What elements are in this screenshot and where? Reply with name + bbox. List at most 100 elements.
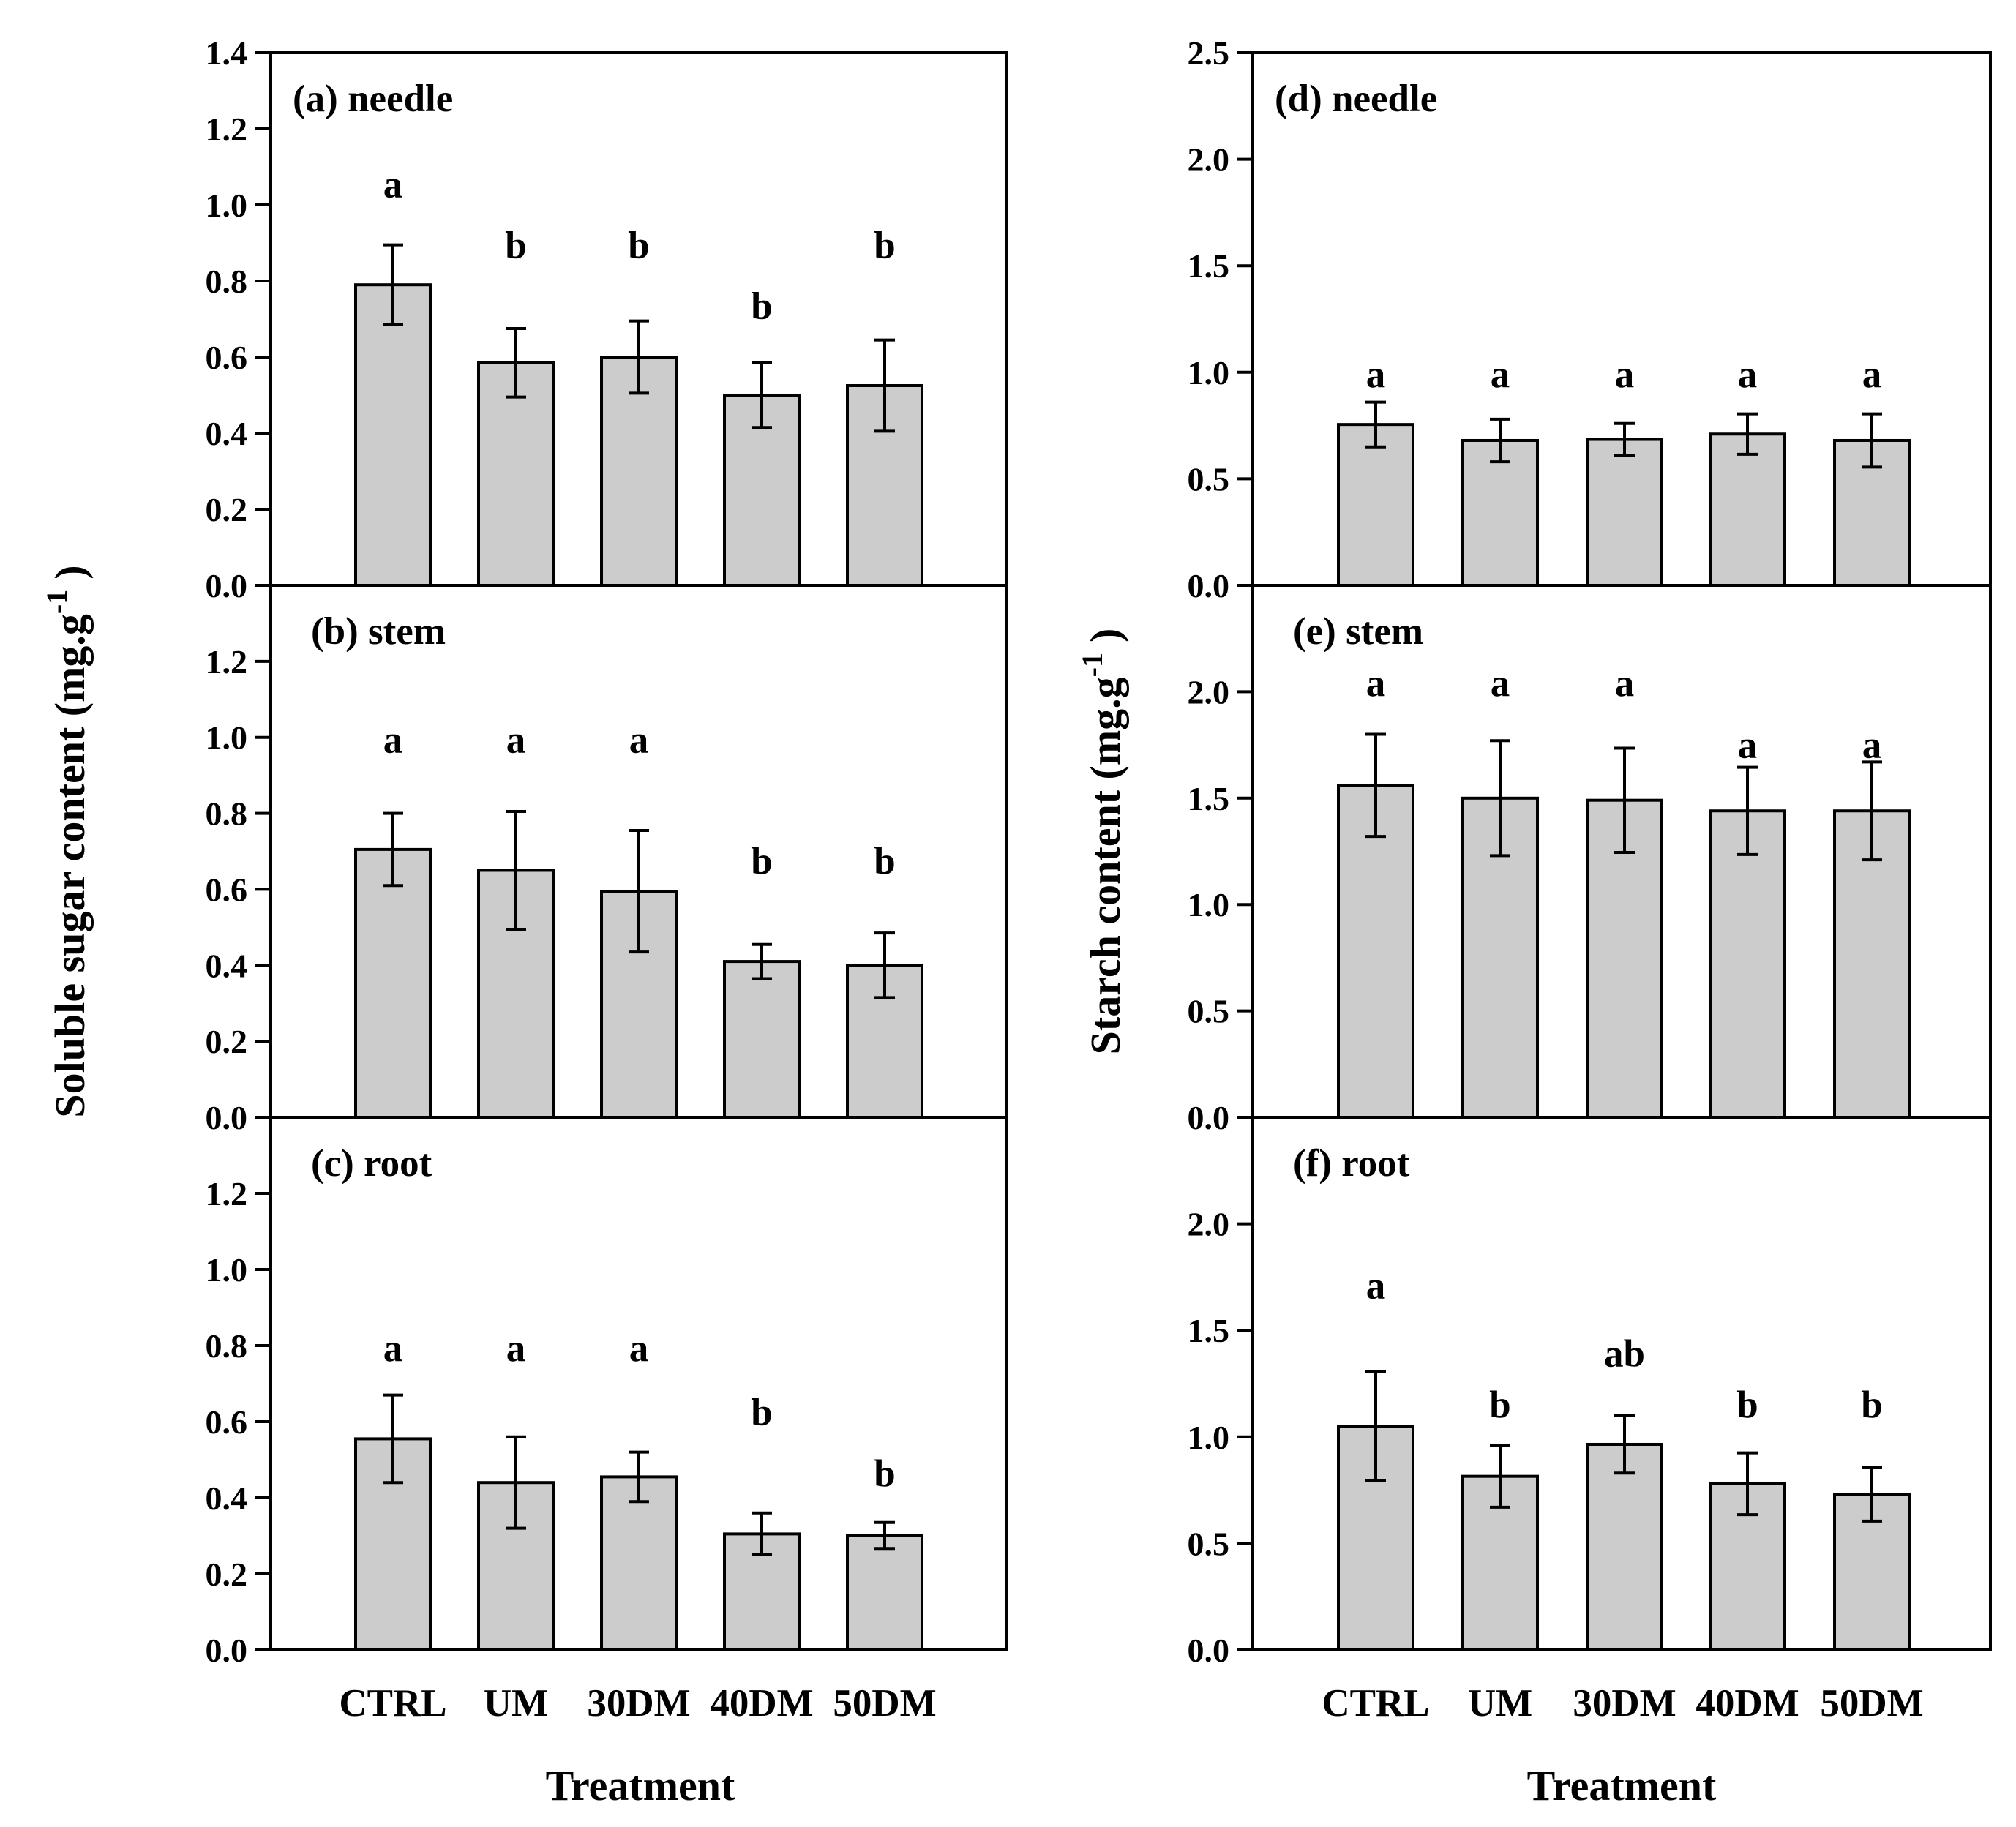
panel-a-label: (a) needle [293, 78, 453, 120]
y-axis-title-superscript: -1 [40, 590, 73, 614]
panel-c-ytick-label: 1.2 [206, 1175, 248, 1212]
panel-d-bar-30DM [1586, 438, 1663, 588]
category-label: 30DM [587, 1682, 690, 1725]
panel-f-ytick-label: 0.0 [1188, 1632, 1230, 1669]
panel-a-sig-letter: b [505, 225, 526, 267]
panel-c-ytick-label: 0.4 [206, 1479, 248, 1517]
panel-a-ytick-label: 0.6 [206, 339, 248, 376]
category-label: 30DM [1573, 1682, 1676, 1725]
y-axis-title-superscript: -1 [1076, 653, 1109, 677]
panel-b-ytick-label: 0.0 [206, 1099, 248, 1136]
panel-f-ytick-label: 2.0 [1188, 1206, 1230, 1243]
panel-d-ytick-label: 1.0 [1188, 354, 1230, 391]
panel-c-ytick-label: 0.8 [206, 1327, 248, 1365]
category-label: UM [484, 1682, 548, 1725]
panel-d-sig-letter: a [1738, 353, 1758, 396]
panel-d-sig-letter: a [1491, 353, 1510, 396]
panel-d-ytick-label: 0.0 [1188, 567, 1230, 604]
panel-b-sig-letter: a [506, 719, 526, 761]
x-axis-title: Treatment [546, 1762, 735, 1809]
x-axis-title: Treatment [1527, 1762, 1717, 1809]
panel-e-sig-letter: a [1862, 724, 1882, 767]
panel-f-sig-letter: ab [1604, 1333, 1645, 1376]
panel-f-sig-letter: b [1736, 1384, 1758, 1427]
category-label: 50DM [833, 1682, 936, 1725]
panel-a-sig-letter: b [874, 225, 895, 267]
panel-e-sig-letter: a [1491, 662, 1510, 705]
panel-b-label: (b) stem [311, 610, 446, 653]
panel-c-sig-letter: a [506, 1327, 526, 1370]
panel-e-sig-letter: a [1366, 662, 1386, 705]
panel-c-ytick-label: 0.2 [206, 1556, 248, 1593]
category-label: CTRL [339, 1682, 446, 1725]
panel-e-sig-letter: a [1615, 662, 1635, 705]
panel-d-bar-40DM [1709, 432, 1786, 587]
panel-e-ytick-label: 0.5 [1188, 993, 1230, 1030]
panel-d-ytick-label: 2.5 [1188, 34, 1230, 72]
panel-c-sig-letter: a [629, 1327, 649, 1370]
panel-a-ytick-label: 0.4 [206, 415, 248, 452]
panel-e-label: (e) stem [1293, 610, 1423, 653]
panel-b-ytick-label: 0.2 [206, 1023, 248, 1060]
panel-a-ytick-label: 1.0 [206, 187, 248, 224]
panel-b-ytick-label: 0.4 [206, 947, 248, 984]
panel-c-sig-letter: b [751, 1392, 772, 1434]
category-label: 50DM [1820, 1682, 1923, 1725]
panel-f-sig-letter: b [1861, 1384, 1882, 1427]
panel-b-bar-CTRL [354, 847, 432, 1119]
panel-e-ytick-label: 0.0 [1188, 1099, 1230, 1136]
panel-f-ytick-label: 1.5 [1188, 1312, 1230, 1349]
panel-a-sig-letter: a [383, 164, 403, 206]
panel-d-sig-letter: a [1862, 353, 1882, 396]
panel-c-bar-50DM [846, 1534, 923, 1651]
panel-b-ytick-label: 0.6 [206, 871, 248, 908]
panel-e-sig-letter: a [1738, 724, 1758, 767]
panel-b-sig-letter: a [629, 719, 649, 761]
category-label: 40DM [1695, 1682, 1799, 1725]
panel-c-ytick-label: 0.0 [206, 1632, 248, 1669]
y-axis-title: Soluble sugar content (mg.g-1) [40, 565, 94, 1117]
panel-a-ytick-label: 1.4 [206, 34, 248, 72]
panel-a-ytick-label: 0.2 [206, 491, 248, 528]
y-axis-title-text: Soluble sugar content (mg.g [46, 614, 94, 1118]
panel-e-bar-50DM [1833, 809, 1911, 1119]
panel-c-ytick-label: 1.0 [206, 1251, 248, 1288]
panel-a-ytick-label: 0.0 [206, 567, 248, 604]
panel-b-ytick-label: 0.8 [206, 795, 248, 833]
panel-b-sig-letter: b [751, 841, 772, 883]
panel-e-ytick-label: 2.0 [1188, 673, 1230, 710]
panel-f-sig-letter: b [1489, 1384, 1510, 1427]
panel-a-sig-letter: b [628, 225, 649, 267]
y-axis-title: Starch content (mg.g-1) [1076, 629, 1129, 1055]
panel-b-ytick-label: 1.2 [206, 643, 248, 680]
panel-d-sig-letter: a [1366, 353, 1386, 396]
panel-a-bar-30DM [600, 356, 678, 587]
panel-d-ytick-label: 0.5 [1188, 460, 1230, 498]
panel-a-ytick-label: 1.2 [206, 110, 248, 148]
panel-f-bar-UM [1461, 1474, 1539, 1651]
panel-f-label: (f) root [1293, 1142, 1410, 1185]
panel-c-bar-30DM [600, 1475, 678, 1652]
category-label: 40DM [710, 1682, 813, 1725]
panel-c-ytick-label: 0.6 [206, 1403, 248, 1441]
panel-f-sig-letter: a [1366, 1265, 1386, 1308]
panel-b-bar-40DM [723, 960, 801, 1119]
panel-e-ytick-label: 1.0 [1188, 886, 1230, 923]
category-label: CTRL [1322, 1682, 1429, 1725]
panel-f-ytick-label: 1.0 [1188, 1419, 1230, 1456]
panel-a-sig-letter: b [751, 285, 772, 328]
panel-d-sig-letter: a [1615, 353, 1635, 396]
panel-e-ytick-label: 1.5 [1188, 780, 1230, 817]
panel-a-ytick-label: 0.8 [206, 263, 248, 300]
panel-f-bar-30DM [1586, 1442, 1663, 1651]
y-axis-title-close: ) [46, 565, 94, 579]
panel-a-bar-CTRL [354, 283, 432, 587]
panel-f-ytick-label: 0.5 [1188, 1525, 1230, 1562]
panel-b-sig-letter: a [383, 719, 403, 761]
panel-d-bar-CTRL [1337, 423, 1414, 587]
panel-d-ytick-label: 2.0 [1188, 141, 1230, 179]
y-axis-title-close: ) [1082, 629, 1129, 642]
panel-c-sig-letter: b [874, 1452, 895, 1495]
panel-e-bar-30DM [1586, 798, 1663, 1119]
